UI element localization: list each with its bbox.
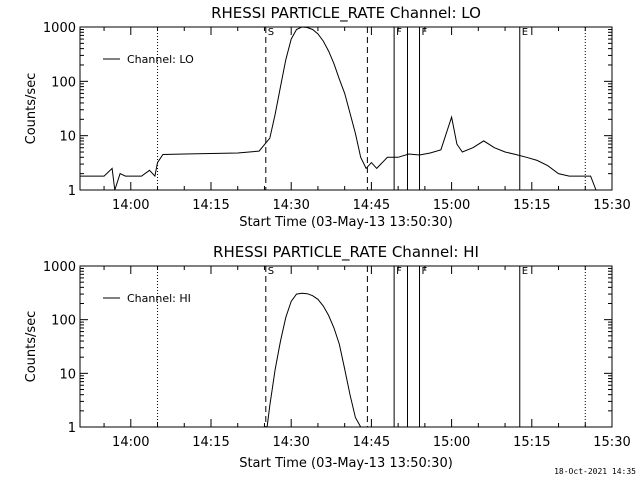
x-tick-label: 14:45 — [353, 435, 390, 450]
y-tick-label: 1000 — [43, 21, 76, 36]
event-marker-label: E — [522, 27, 528, 38]
chart-title: RHESSI PARTICLE_RATE Channel: LO — [211, 4, 481, 23]
y-tick-label: 10 — [59, 130, 76, 145]
x-tick-label: 14:45 — [353, 198, 390, 213]
x-tick-label: 14:15 — [192, 198, 229, 213]
y-tick-label: 1 — [68, 184, 76, 199]
x-axis-label: Start Time (03-May-13 13:50:30) — [239, 456, 453, 471]
plot-frame — [79, 26, 613, 191]
y-tick-label: 1 — [68, 421, 76, 436]
series-line — [266, 292, 362, 428]
event-marker-label: F — [396, 266, 402, 277]
x-tick-label: 15:15 — [513, 435, 550, 450]
x-tick-label: 14:30 — [272, 198, 309, 213]
x-tick-label: 15:00 — [433, 435, 470, 450]
chart-title: RHESSI PARTICLE_RATE Channel: HI — [213, 243, 479, 262]
y-axis-label: Counts/sec — [24, 311, 39, 383]
x-tick-label: 15:30 — [593, 435, 630, 450]
legend-label: Channel: HI — [127, 292, 191, 305]
chart-panel-2: RHESSI PARTICLE_RATE Channel: HI 1 10 100 10… — [24, 243, 631, 471]
series-line — [80, 26, 602, 191]
x-tick-label: 14:30 — [272, 435, 309, 450]
plot-timestamp: 18-Oct-2021 14:35 — [554, 467, 636, 476]
y-axis-label: Counts/sec — [24, 73, 39, 145]
x-tick-label: 15:30 — [593, 198, 630, 213]
x-tick-label: 14:15 — [192, 435, 229, 450]
plot-frame — [79, 265, 613, 428]
event-marker-label: F — [396, 27, 402, 38]
event-marker-label: S — [268, 266, 274, 277]
event-marker-label: F — [422, 266, 428, 277]
legend-label: Channel: LO — [127, 53, 194, 66]
y-tick-label: 100 — [51, 314, 76, 329]
x-axis-label: Start Time (03-May-13 13:50:30) — [239, 215, 453, 230]
x-tick-label: 14:00 — [112, 435, 149, 450]
event-marker-label: E — [522, 266, 528, 277]
event-marker-label: S — [268, 27, 274, 38]
x-tick-label: 15:00 — [433, 198, 470, 213]
x-tick-label: 14:00 — [112, 198, 149, 213]
y-tick-label: 100 — [51, 75, 76, 90]
x-tick-label: 15:15 — [513, 198, 550, 213]
chart-panel-1: RHESSI PARTICLE_RATE Channel: LO 1 10 100 10… — [24, 4, 631, 230]
y-tick-label: 10 — [59, 367, 76, 382]
y-tick-label: 1000 — [43, 260, 76, 275]
event-marker-label: F — [422, 27, 428, 38]
